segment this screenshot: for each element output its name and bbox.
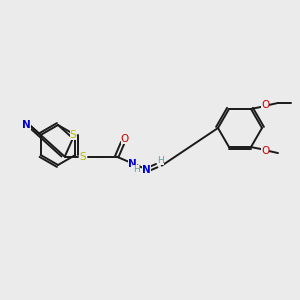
- Text: S: S: [80, 152, 86, 162]
- Text: O: O: [261, 100, 269, 110]
- Text: S: S: [70, 130, 76, 140]
- Text: O: O: [121, 134, 129, 144]
- Text: H: H: [158, 156, 164, 165]
- Text: N: N: [128, 159, 137, 169]
- Text: O: O: [261, 146, 269, 156]
- Text: N: N: [22, 120, 31, 130]
- Text: H: H: [134, 165, 140, 174]
- Text: N: N: [142, 165, 151, 175]
